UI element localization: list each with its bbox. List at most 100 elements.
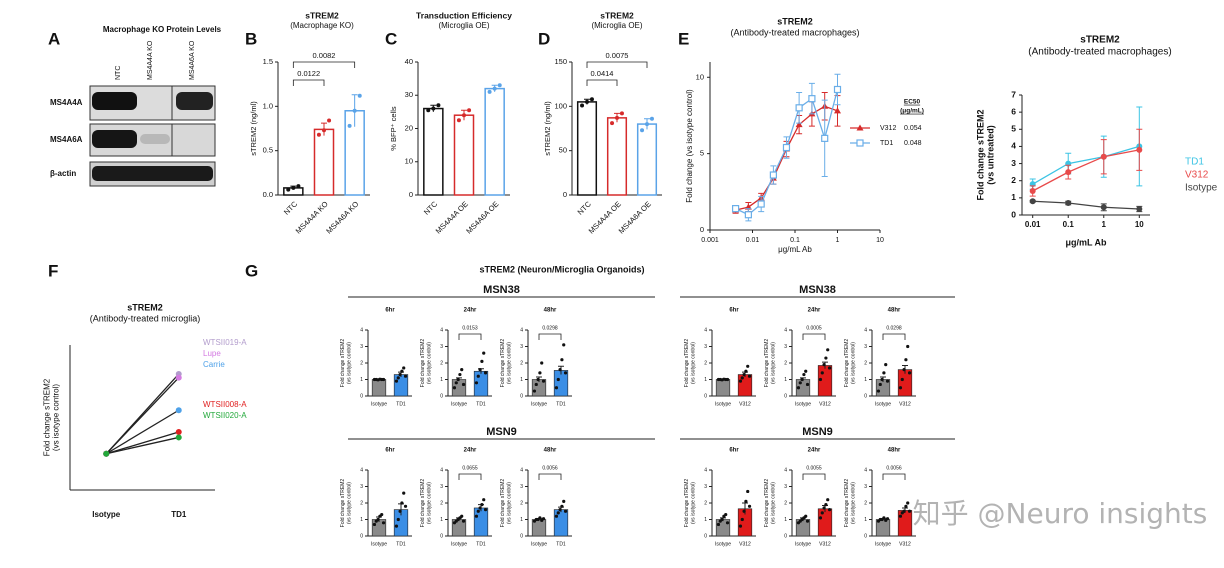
y-tick-label: 30 (405, 90, 413, 99)
x-tick-label: 10 (876, 237, 884, 244)
watermark: 知乎 @Neuro insights (913, 497, 1208, 530)
chart-title: (Antibody-treated microglia) (90, 313, 201, 323)
data-point (460, 514, 464, 518)
bar (606, 117, 628, 196)
data-point (882, 516, 886, 520)
y-tick-label: 6 (1011, 106, 1016, 116)
significance-bracket (586, 61, 648, 68)
data-point (554, 386, 559, 390)
blot-band (92, 130, 137, 148)
legend-label: TD1 (880, 140, 893, 147)
y-tick-label: 0 (563, 190, 567, 199)
data-point (580, 103, 585, 108)
significance-bracket (292, 79, 325, 86)
y-tick-label: 2 (784, 500, 787, 506)
significance-bracket (538, 333, 562, 340)
y-tick-label: 4 (1011, 141, 1016, 151)
y-tick-label: 0 (700, 225, 704, 234)
blot-row-label: MS4A6A (50, 135, 83, 144)
bar (313, 128, 335, 196)
y-axis-label: Fold change sTREM2 (975, 109, 985, 200)
blot-row-label: MS4A4A (50, 98, 83, 107)
blot-row-label: β-actin (50, 169, 76, 178)
data-point (725, 377, 730, 382)
data-point (804, 369, 808, 373)
blot-band (92, 92, 137, 110)
legend-label: Isotype (1185, 183, 1218, 194)
y-tick-label: 10 (696, 72, 704, 81)
data-point (532, 389, 537, 393)
data-point (476, 374, 480, 378)
data-point (560, 504, 564, 508)
x-tick-label: TD1 (476, 401, 486, 407)
data-point (461, 382, 466, 387)
legend-marker (856, 124, 864, 131)
y-tick-label: 2 (360, 500, 363, 506)
chart-title: 6hr (729, 448, 739, 454)
data-point (798, 381, 802, 385)
data-point (381, 521, 386, 525)
data-point (403, 374, 408, 378)
data-point (746, 489, 750, 494)
chart-title: sTREM2 (777, 16, 813, 26)
y-axis-label: Fold change sTREM2 (844, 339, 850, 388)
data-point (902, 509, 906, 513)
y-axis-label: (vs isotype control) (771, 342, 777, 384)
data-point (880, 377, 884, 382)
data-point (398, 372, 402, 377)
series-line (106, 436, 179, 455)
data-point (615, 115, 619, 120)
data-point (904, 504, 908, 508)
y-tick-label: 0 (1011, 209, 1016, 219)
legend-label: WTSII008-A (203, 400, 247, 409)
data-point (740, 517, 744, 522)
ec50-header: EC50 (904, 99, 921, 106)
data-point (804, 514, 808, 518)
y-tick-label: 1 (704, 517, 707, 523)
y-axis-label: (vs isotype control) (507, 342, 513, 384)
data-point (483, 371, 488, 375)
y-tick-label: 3 (784, 344, 787, 350)
x-tick-label: Isotype (795, 541, 811, 547)
chart-title: 6hr (729, 308, 739, 314)
y-axis-label: Fold change sTREM2 (684, 479, 690, 528)
x-tick-label: Isotype (875, 401, 891, 407)
y-axis-label: Fold change sTREM2 (844, 479, 850, 528)
data-point (589, 97, 594, 102)
data-point (175, 407, 182, 414)
x-tick-label: 0.1 (790, 237, 800, 244)
data-point (1065, 200, 1072, 206)
y-tick-label: 0 (360, 533, 363, 539)
legend-label: V312 (880, 125, 896, 132)
y-tick-label: 3 (704, 344, 707, 350)
data-point (454, 381, 458, 385)
bar (453, 114, 475, 196)
data-point (827, 366, 832, 370)
y-axis-label: (vs isotype control) (507, 482, 513, 524)
data-point (740, 376, 744, 380)
p-value: 0.0153 (462, 325, 478, 331)
chart-title: Transduction Efficiency (416, 10, 512, 20)
data-point (536, 377, 540, 382)
data-point (431, 106, 436, 111)
y-tick-label: 1 (864, 377, 867, 383)
data-point (402, 366, 406, 370)
data-point (460, 368, 464, 372)
chart-title: sTREM2 (127, 302, 163, 312)
y-tick-label: 100 (554, 101, 567, 110)
legend-label: TD1 (1185, 157, 1204, 168)
blot-column: MS4A6A KO (189, 40, 196, 80)
ec50-value: 0.048 (904, 140, 922, 147)
significance-bracket (802, 333, 826, 340)
y-tick-label: 3 (440, 484, 443, 490)
y-tick-label: 1 (784, 517, 787, 523)
x-axis-label: μg/mL Ab (778, 245, 812, 254)
data-point (820, 371, 824, 375)
series-line (1032, 149, 1140, 192)
data-point (538, 516, 542, 520)
y-tick-label: 0 (704, 393, 707, 399)
data-point (403, 504, 408, 508)
y-tick-label: 150 (554, 57, 567, 66)
y-tick-label: 4 (520, 327, 523, 333)
data-point (483, 508, 488, 512)
